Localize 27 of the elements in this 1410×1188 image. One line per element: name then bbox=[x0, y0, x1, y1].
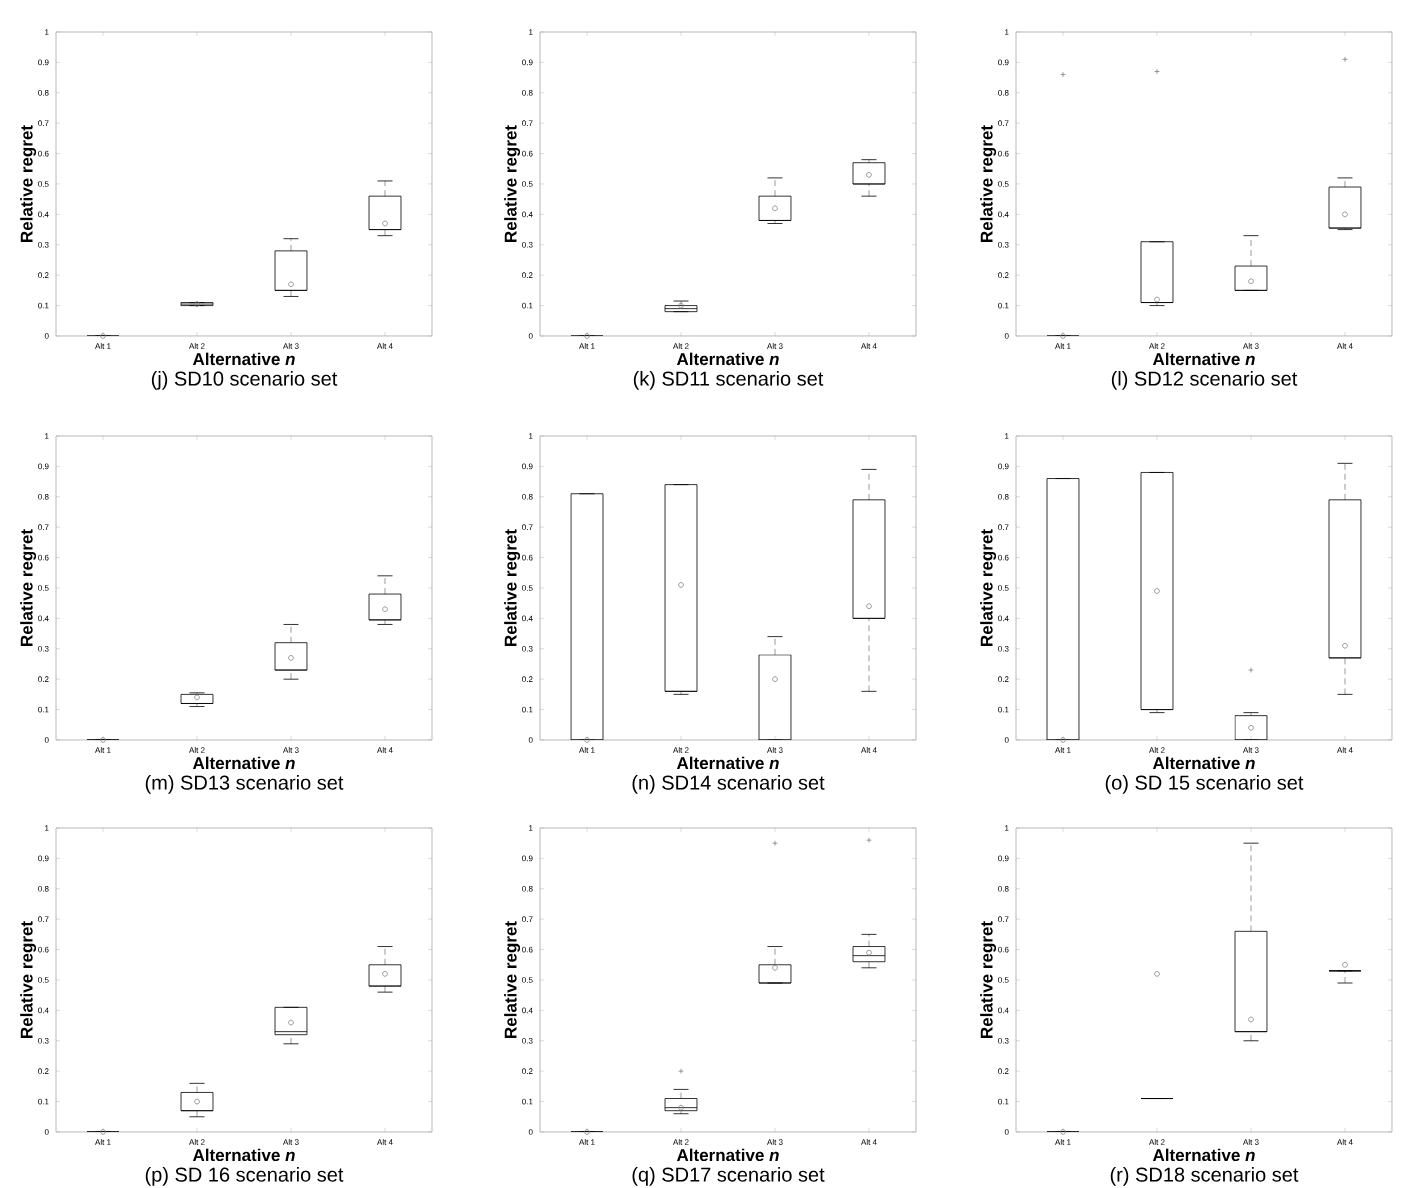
x-axis-title: Alternative n bbox=[192, 352, 295, 366]
x-axis-title: Alternative n bbox=[1152, 756, 1255, 770]
y-axis-title: Relative regret bbox=[980, 921, 997, 1038]
y-axis-title: Relative regret bbox=[504, 125, 521, 242]
x-axis-title: Alternative n bbox=[676, 1148, 779, 1162]
y-axis-title: Relative regret bbox=[20, 921, 37, 1038]
x-axis-title: Alternative n bbox=[676, 352, 779, 366]
x-axis-title: Alternative n bbox=[1152, 352, 1255, 366]
text: (o) SD 15 scenario set bbox=[1105, 775, 1304, 794]
y-axis-title: Relative regret bbox=[20, 125, 37, 242]
y-axis-title: Relative regret bbox=[504, 921, 521, 1038]
text: (l) SD12 scenario set bbox=[1111, 371, 1298, 390]
y-axis-title: Relative regret bbox=[20, 529, 37, 646]
x-axis-title: Alternative n bbox=[192, 756, 295, 770]
y-axis-title: Relative regret bbox=[504, 529, 521, 646]
x-axis-title: Alternative n bbox=[192, 1148, 295, 1162]
text: (j) SD10 scenario set bbox=[151, 371, 338, 390]
text: (m) SD13 scenario set bbox=[145, 775, 344, 794]
text: (r) SD18 scenario set bbox=[1110, 1167, 1299, 1186]
text: (k) SD11 scenario set bbox=[633, 371, 824, 390]
x-axis-title: Alternative n bbox=[676, 756, 779, 770]
y-axis-title: Relative regret bbox=[980, 529, 997, 646]
x-axis-title: Alternative n bbox=[1152, 1148, 1255, 1162]
text: (p) SD 16 scenario set bbox=[145, 1167, 344, 1186]
text: (q) SD17 scenario set bbox=[632, 1167, 825, 1186]
y-axis-title: Relative regret bbox=[980, 125, 997, 242]
text: (n) SD14 scenario set bbox=[632, 775, 825, 794]
